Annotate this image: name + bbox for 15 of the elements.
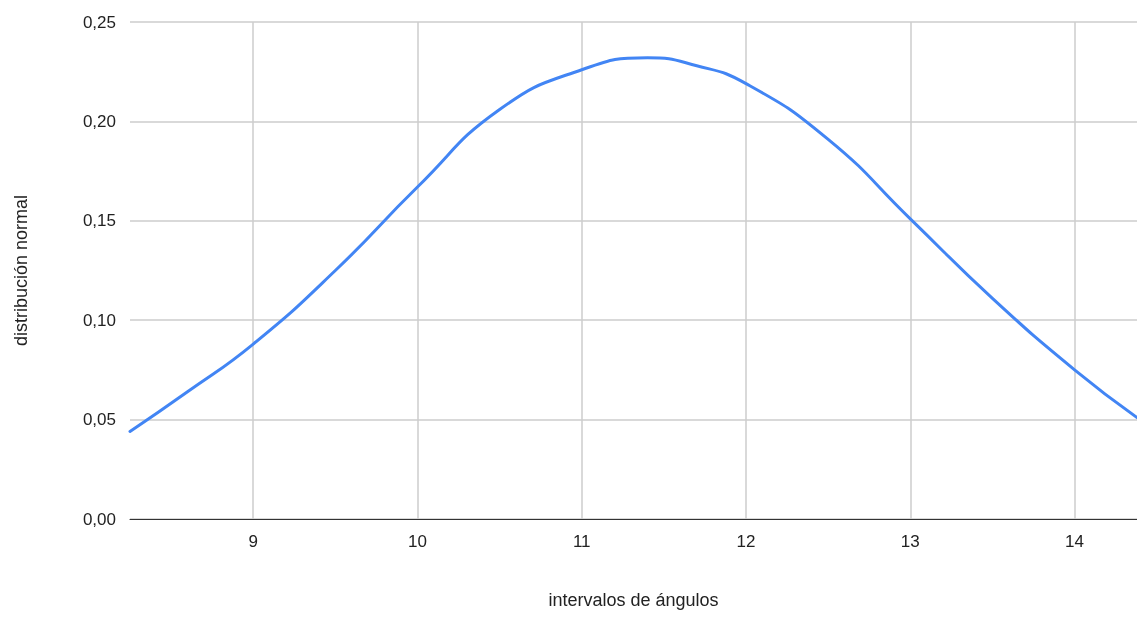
line-series [128, 56, 1137, 434]
x-tick-label: 9 [248, 532, 258, 551]
x-tick-label: 10 [408, 532, 427, 551]
y-tick-label: 0,20 [82, 111, 116, 131]
x-tick-label: 14 [1065, 532, 1085, 551]
x-axis-title: intervalos de ángulos [548, 590, 719, 610]
x-tick-label: 13 [900, 532, 920, 551]
y-tick-label: 0,10 [82, 310, 116, 330]
x-tick-label: 12 [736, 532, 756, 551]
y-tick-label: 0,00 [82, 509, 116, 529]
y-tick-label: 0,25 [82, 12, 116, 32]
y-tick-label: 0,05 [82, 410, 116, 430]
y-axis-title: distribución normal [11, 194, 31, 347]
y-tick-label: 0,15 [82, 211, 116, 231]
x-tick-label: 11 [572, 532, 591, 551]
